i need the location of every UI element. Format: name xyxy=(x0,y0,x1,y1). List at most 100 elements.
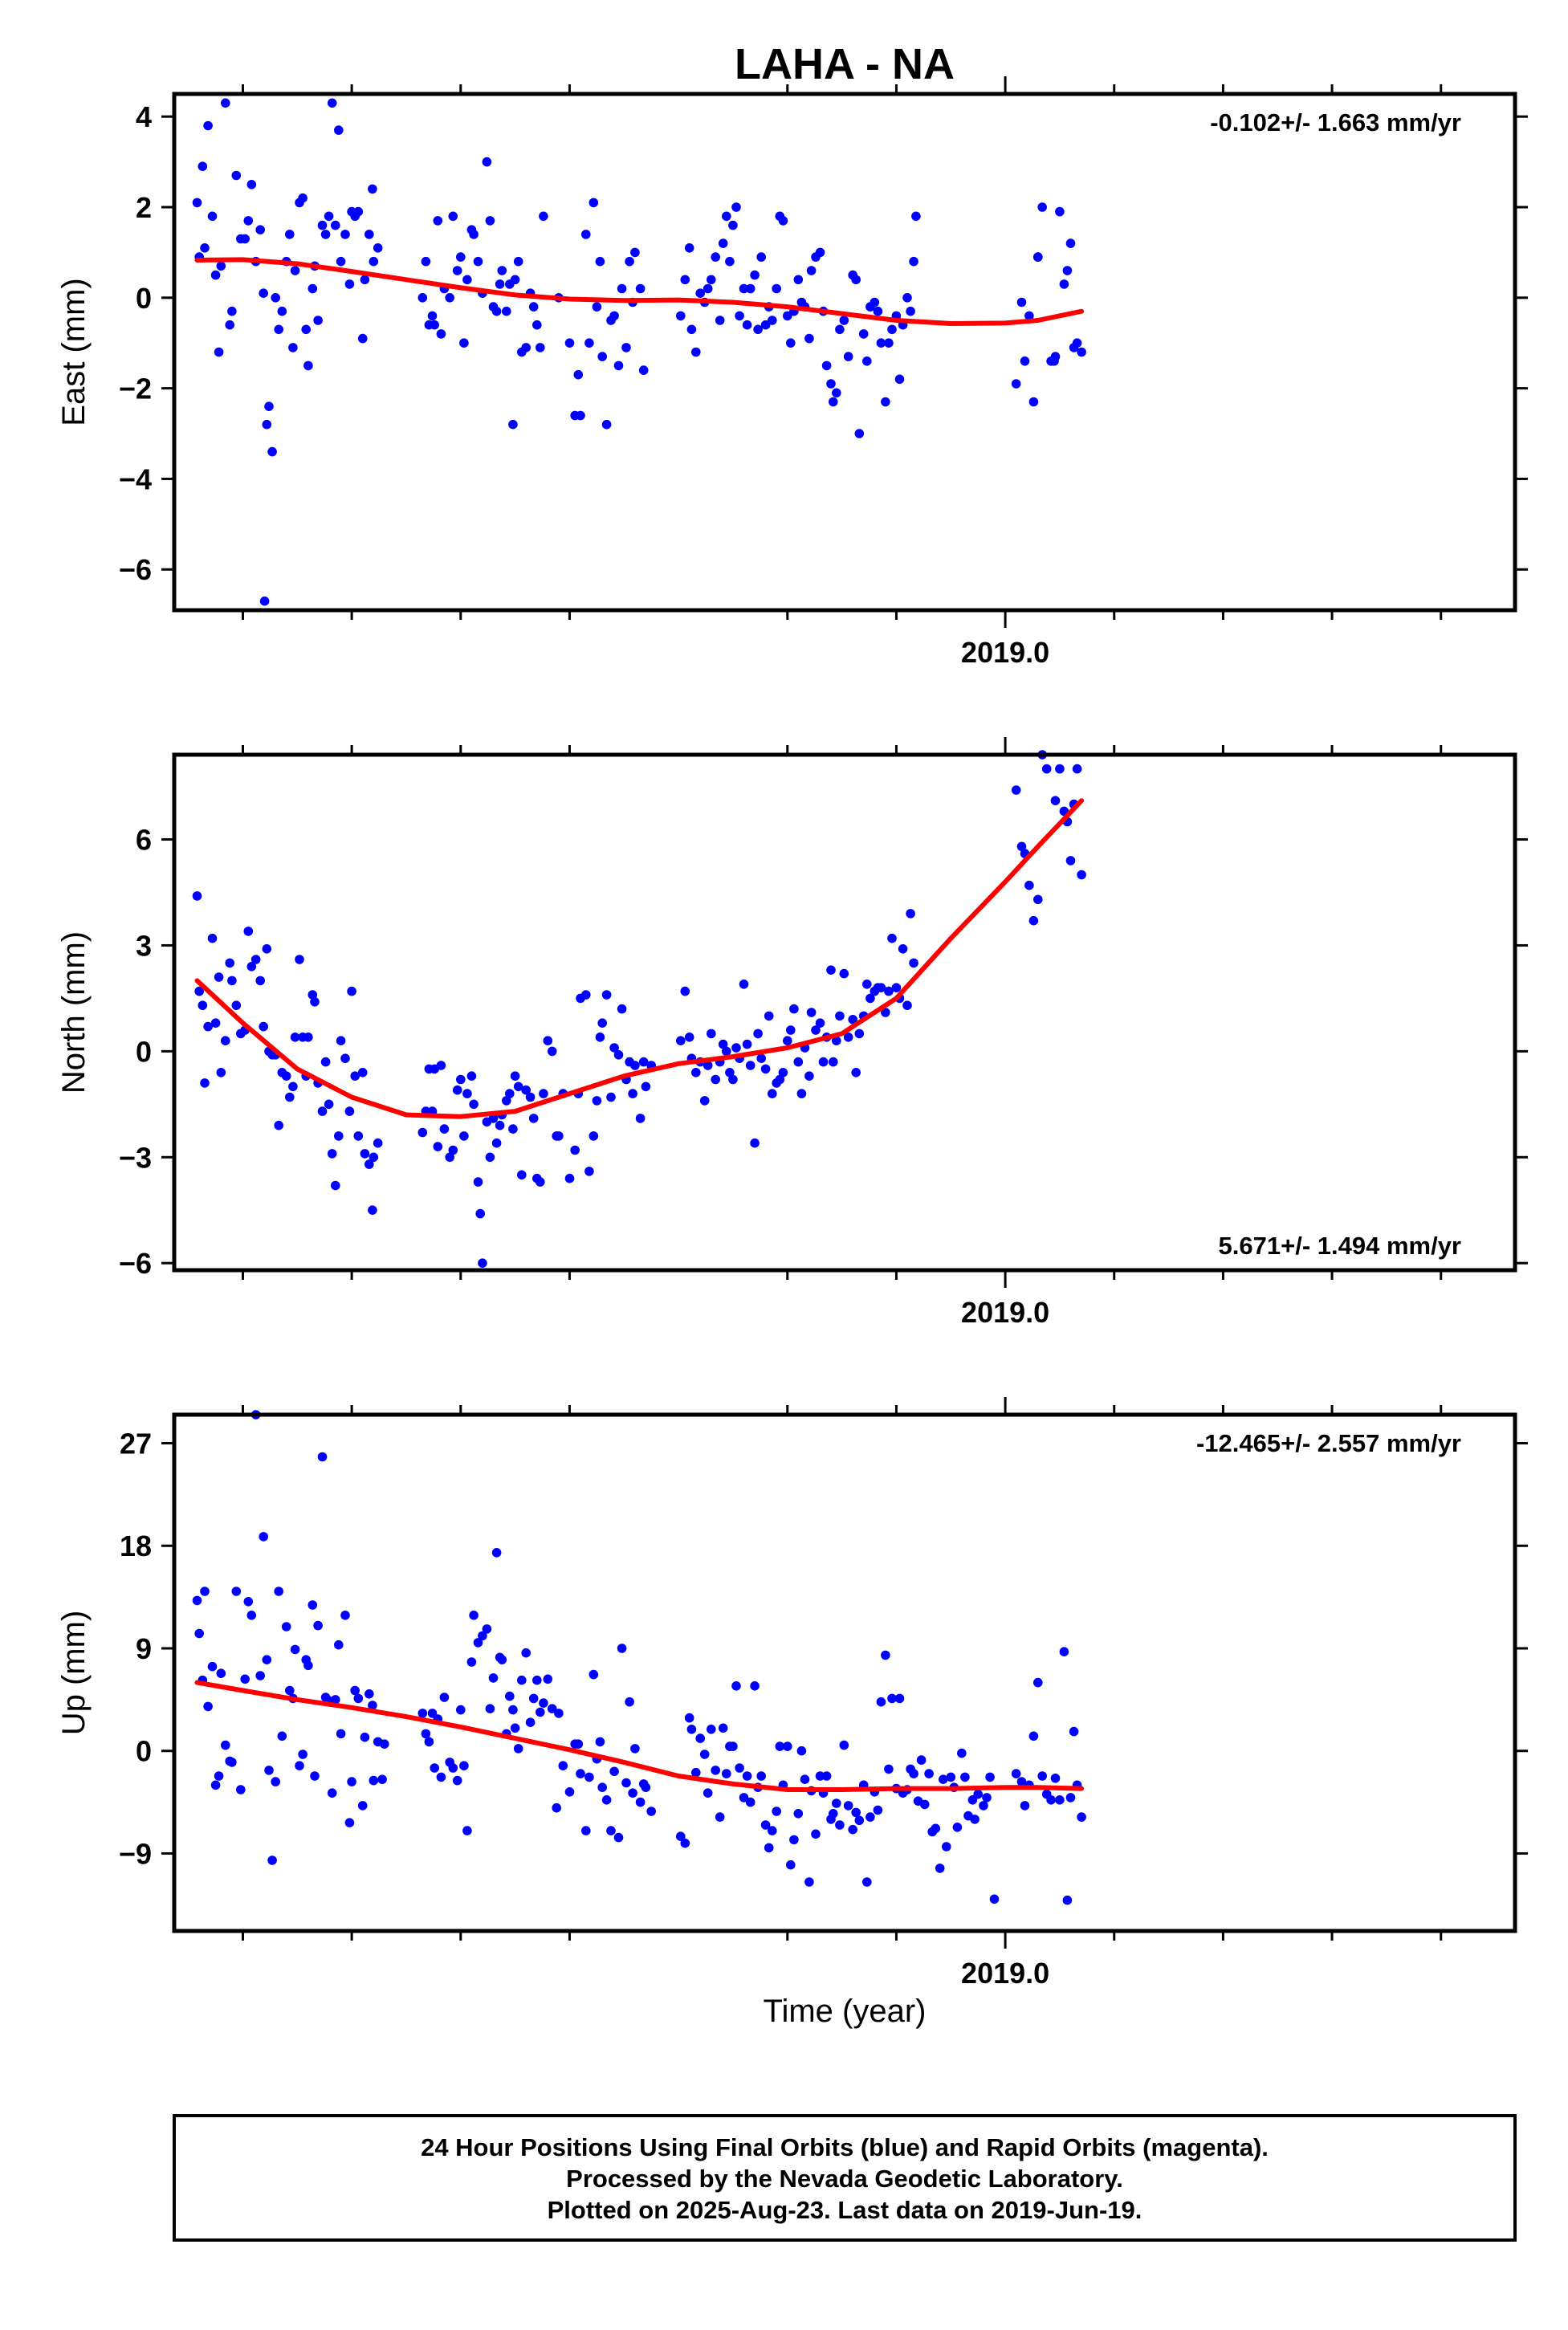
east-y-tick-label: 4 xyxy=(136,100,152,133)
east-data-point xyxy=(271,293,281,303)
up-data-point xyxy=(216,1668,226,1678)
north-data-point xyxy=(617,1004,627,1014)
east-data-point xyxy=(906,306,915,316)
up-data-point xyxy=(564,1787,575,1797)
east-data-point xyxy=(448,211,458,222)
north-data-point xyxy=(793,1057,804,1067)
up-data-point xyxy=(973,1789,983,1799)
north-data-point xyxy=(725,1068,735,1077)
up-y-axis-label: Up (mm) xyxy=(56,1611,92,1736)
east-data-point xyxy=(715,316,725,325)
north-data-point xyxy=(347,986,356,996)
up-data-point xyxy=(621,1778,631,1788)
north-data-point xyxy=(768,1089,777,1098)
up-data-point xyxy=(317,1452,328,1462)
north-data-point xyxy=(876,983,886,992)
up-data-point xyxy=(421,1729,431,1739)
north-y-tick-label: −6 xyxy=(119,1247,152,1280)
east-data-point xyxy=(597,352,607,361)
north-data-point xyxy=(307,990,318,1000)
up-data-point xyxy=(327,1788,337,1798)
up-data-point xyxy=(946,1772,956,1782)
up-data-point xyxy=(832,1798,841,1808)
east-data-point xyxy=(718,238,728,248)
east-data-point xyxy=(285,230,295,239)
east-data-point xyxy=(595,256,605,267)
north-x-tick-label: 2019.0 xyxy=(961,1296,1049,1329)
east-data-point xyxy=(255,225,266,235)
north-data-point xyxy=(570,1145,580,1155)
east-data-point xyxy=(539,211,548,222)
up-data-point xyxy=(552,1802,561,1813)
east-data-point xyxy=(436,329,446,339)
up-data-point xyxy=(848,1824,857,1835)
up-data-point xyxy=(430,1763,439,1773)
north-data-point xyxy=(902,1000,912,1010)
east-y-tick-label: 2 xyxy=(136,191,152,224)
up-data-point xyxy=(350,1685,360,1696)
north-data-point xyxy=(452,1085,462,1095)
up-data-point xyxy=(547,1704,557,1713)
up-data-point xyxy=(815,1771,825,1781)
north-data-point xyxy=(344,1106,355,1116)
up-data-point xyxy=(684,1713,694,1723)
north-data-point xyxy=(491,1138,502,1148)
north-y-tick-label: 3 xyxy=(136,929,152,962)
east-data-point xyxy=(638,365,649,375)
up-data-point xyxy=(513,1744,523,1754)
east-data-point xyxy=(750,270,760,280)
east-data-point xyxy=(884,338,894,348)
up-data-point xyxy=(739,1793,749,1802)
east-data-point xyxy=(357,333,368,344)
up-data-point xyxy=(303,1660,313,1671)
up-data-point xyxy=(517,1675,527,1685)
north-data-point xyxy=(707,1029,716,1039)
north-data-point xyxy=(796,1089,807,1098)
east-data-point xyxy=(621,343,631,352)
up-data-point xyxy=(628,1788,637,1798)
up-data-point xyxy=(609,1766,619,1777)
up-data-point xyxy=(508,1705,518,1715)
north-data-point xyxy=(320,1057,331,1067)
north-data-point xyxy=(832,1036,841,1045)
east-data-point xyxy=(576,410,585,421)
east-data-point xyxy=(368,184,377,194)
up-data-point xyxy=(485,1704,495,1713)
up-data-point xyxy=(277,1731,287,1741)
east-data-point xyxy=(264,401,274,411)
east-data-point xyxy=(334,125,344,135)
up-data-point xyxy=(772,1807,781,1816)
up-data-point xyxy=(843,1801,853,1811)
up-data-point xyxy=(745,1797,755,1807)
north-data-point xyxy=(750,1138,760,1148)
north-data-point xyxy=(881,1008,890,1017)
up-data-point xyxy=(264,1766,274,1775)
east-data-point xyxy=(1059,279,1069,289)
up-data-point xyxy=(699,1750,710,1759)
north-data-point xyxy=(508,1124,518,1134)
east-data-point xyxy=(826,379,836,389)
footer-line-3: Plotted on 2025-Aug-23. Last data on 201… xyxy=(548,2196,1142,2224)
up-data-point xyxy=(497,1655,507,1664)
north-data-point xyxy=(676,1036,686,1045)
north-data-point xyxy=(281,1071,291,1081)
north-data-point xyxy=(517,1170,527,1180)
up-data-point xyxy=(469,1611,479,1620)
north-data-point xyxy=(1072,764,1082,774)
east-data-point xyxy=(728,220,738,230)
up-data-point xyxy=(768,1826,777,1835)
east-data-point xyxy=(324,211,334,222)
up-data-point xyxy=(192,1595,202,1606)
north-data-point xyxy=(818,1057,829,1067)
east-data-point xyxy=(815,247,825,258)
east-data-point xyxy=(911,211,921,222)
north-data-point xyxy=(221,1036,230,1045)
east-data-point xyxy=(735,311,744,321)
east-data-point xyxy=(331,220,340,230)
up-data-point xyxy=(255,1671,266,1680)
up-data-point xyxy=(203,1701,213,1712)
east-data-point xyxy=(373,243,383,253)
up-data-point xyxy=(298,1750,307,1759)
north-data-point xyxy=(357,1068,368,1077)
up-data-point xyxy=(307,1600,318,1610)
